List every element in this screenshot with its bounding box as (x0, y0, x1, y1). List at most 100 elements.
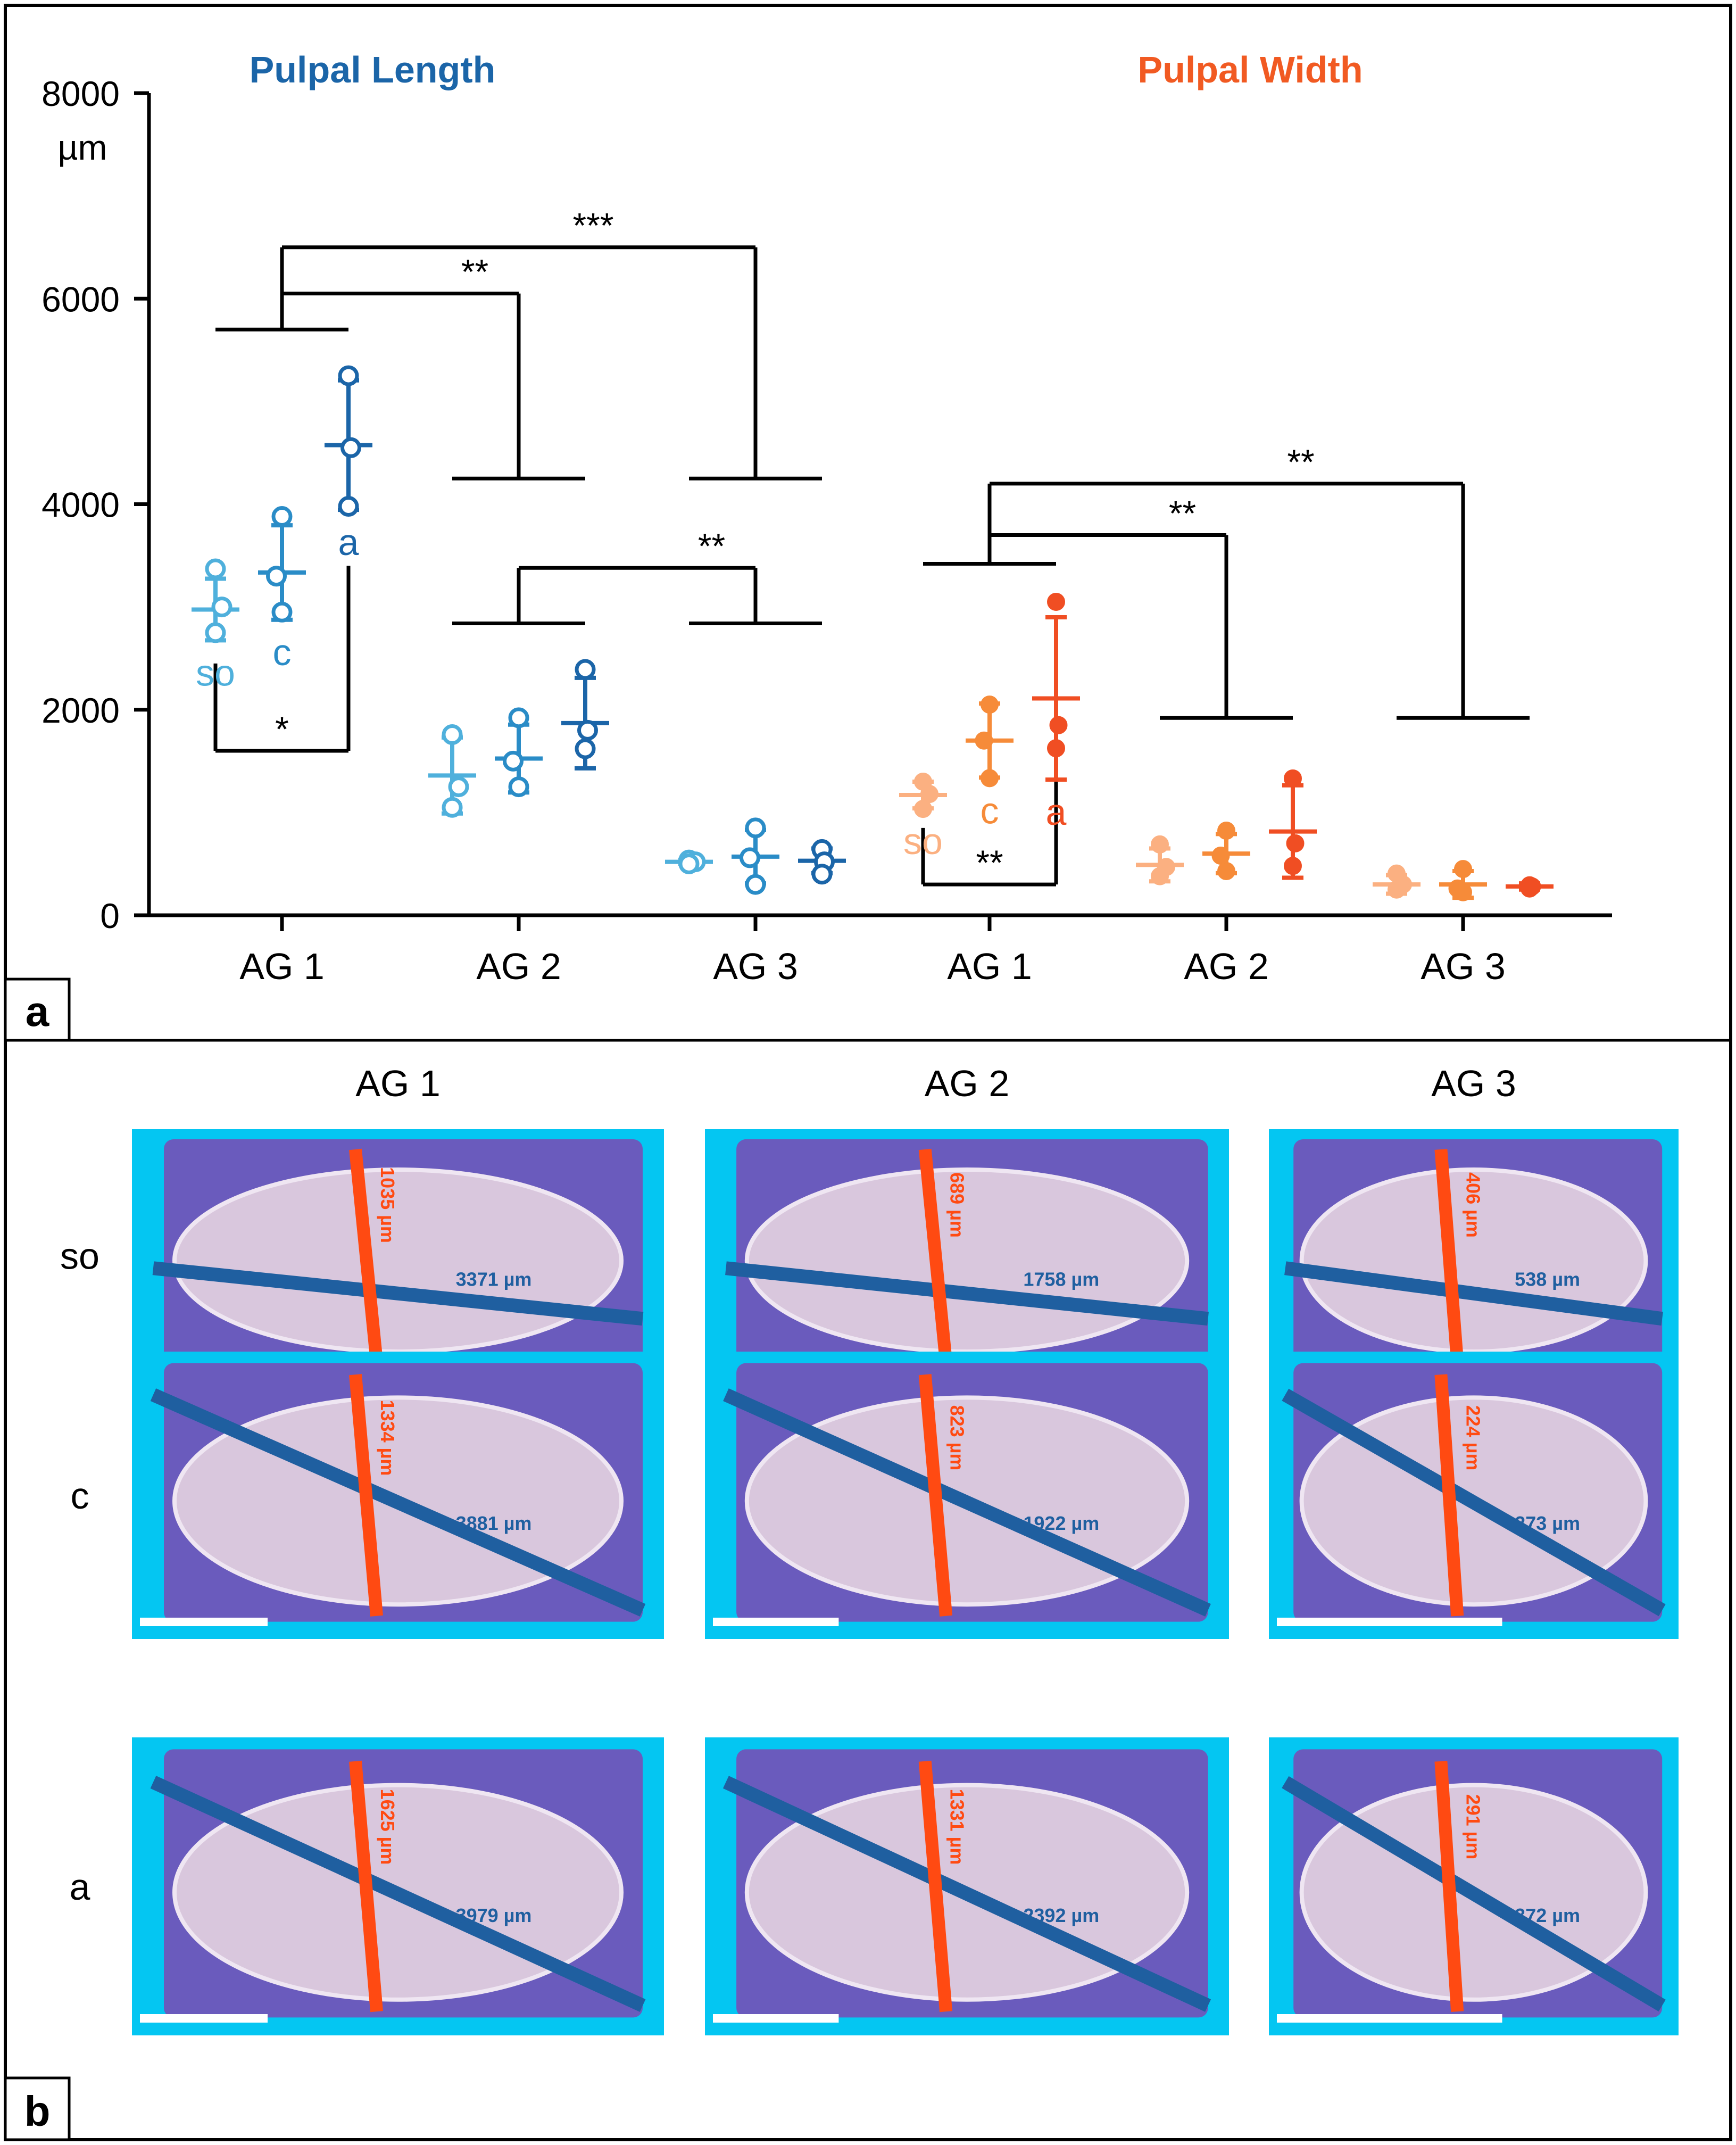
width-line (1434, 1149, 1464, 1362)
data-point (266, 566, 287, 587)
scale-bar (1277, 1618, 1502, 1626)
data-point (1454, 883, 1472, 901)
column-title: AG 2 (925, 1063, 1010, 1104)
y-axis-unit: µm (57, 128, 107, 167)
micrograph-cell: 3371 µm 1035 µm (132, 1129, 664, 1382)
data-point (442, 797, 463, 818)
significance-label: ** (698, 526, 725, 566)
length-label: 1922 µm (1023, 1512, 1099, 1534)
data-point (1217, 822, 1235, 840)
y-tick-label: 6000 (41, 279, 120, 319)
length-line (1284, 1261, 1663, 1326)
group-titles: Pulpal Length Pulpal Width (250, 49, 1363, 90)
series-label: so (196, 652, 235, 693)
width-label: 1334 µm (377, 1400, 398, 1476)
width-line (1434, 1761, 1464, 2012)
y-tick-label: 2000 (41, 691, 120, 730)
group-title: Pulpal Length (250, 49, 496, 90)
column-title: AG 1 (355, 1063, 441, 1104)
data-point (1286, 834, 1305, 852)
length-line (725, 1261, 1209, 1326)
data-point (740, 847, 760, 868)
figure-border (4, 4, 1732, 2141)
panel-b-micrographs: AG 1 AG 2 AG 3 so c a 3371 µm 1035 µm 1758 µm 689… (60, 1063, 1679, 2035)
series-label: a (338, 521, 359, 563)
significance-label: ** (976, 843, 1003, 882)
data-point (1284, 857, 1302, 875)
data-point (448, 776, 469, 798)
column-title: AG 3 (1431, 1063, 1516, 1104)
significance-label: ** (1287, 442, 1314, 482)
data-point (338, 496, 359, 517)
panel-a-label: a (26, 988, 49, 1035)
micrograph-cell: 1758 µm 689 µm (705, 1129, 1229, 1382)
length-label: 3881 µm (456, 1512, 532, 1534)
y-tick-label: 4000 (41, 485, 120, 525)
micrograph-cell: 273 µm 224 µm (1269, 1352, 1679, 1639)
data-point (211, 597, 232, 618)
data-point (338, 365, 359, 386)
x-tick-label: AG 2 (1184, 946, 1269, 987)
width-line (349, 1760, 383, 2013)
length-line (1282, 1776, 1666, 2012)
scale-bar (140, 2014, 268, 2023)
data-point (271, 506, 293, 527)
series-label: c (273, 632, 292, 673)
data-point (340, 437, 361, 458)
width-line (918, 1374, 953, 1617)
width-line (349, 1148, 383, 1363)
series-label: a (1046, 791, 1067, 833)
x-tick-labels: AG 1 AG 2 AG 3 AG 1 AG 2 AG 3 (239, 915, 1506, 987)
data-point (577, 719, 598, 741)
data-point (981, 769, 999, 788)
panel-a-label-box: a (4, 978, 71, 1042)
length-line (1282, 1388, 1666, 1617)
width-label: 1035 µm (377, 1167, 398, 1243)
data-point (205, 622, 226, 643)
scale-bar (713, 1618, 839, 1626)
panel-b-label-box: b (4, 2076, 71, 2141)
width-line (918, 1148, 953, 1363)
length-line (152, 1261, 644, 1326)
data-point (1388, 880, 1406, 899)
row-label: so (60, 1236, 99, 1277)
width-line (918, 1760, 953, 2013)
x-tick-label: AG 2 (476, 946, 561, 987)
length-label: 3371 µm (456, 1269, 532, 1290)
width-label: 1331 µm (946, 1789, 968, 1865)
data-point (1521, 879, 1539, 898)
width-label: 406 µm (1462, 1172, 1484, 1238)
y-tick-label: 8000 (41, 74, 120, 113)
data-point (1151, 835, 1169, 854)
data-point (271, 601, 293, 623)
x-tick-label: AG 1 (239, 946, 325, 987)
data-point (1454, 860, 1472, 879)
group-title: Pulpal Width (1137, 49, 1363, 90)
data-point (1047, 592, 1065, 611)
significance-label: * (275, 709, 289, 749)
data-point (1047, 739, 1065, 758)
data-point (508, 707, 529, 728)
data-point (508, 776, 529, 798)
data-point (745, 817, 766, 839)
scale-bar (713, 2014, 839, 2023)
data-point (1211, 846, 1230, 865)
scale-bar (140, 1618, 268, 1626)
width-line (1434, 1374, 1464, 1617)
micrograph-cell: 3881 µm 1334 µm (132, 1352, 664, 1639)
significance-label: ** (1169, 493, 1196, 533)
data-point (981, 695, 999, 714)
data-point (1284, 769, 1302, 788)
length-line (723, 1388, 1211, 1617)
series-label: so (903, 821, 943, 862)
data-point (575, 659, 596, 680)
length-label: 372 µm (1515, 1904, 1580, 1926)
data-point (1049, 716, 1068, 734)
data-point (745, 874, 766, 895)
row-label: c (71, 1475, 89, 1517)
data-point (678, 853, 700, 874)
length-label: 1758 µm (1023, 1269, 1099, 1290)
y-tick-label: 0 (100, 896, 120, 935)
micrograph-cell: 538 µm 406 µm (1269, 1129, 1679, 1382)
